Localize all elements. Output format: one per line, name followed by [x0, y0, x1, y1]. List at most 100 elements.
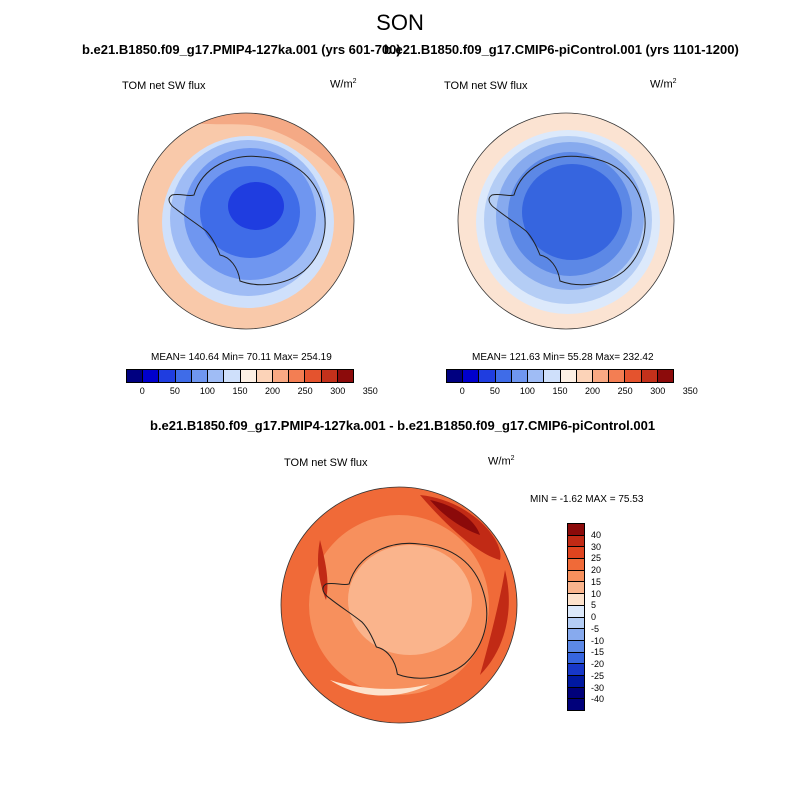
left-colorbar-swatch — [255, 370, 272, 382]
diff-colorbar-tick-label: -30 — [591, 682, 605, 693]
left-colorbar-swatch — [271, 370, 289, 382]
left-colorbar-tick-label: 300 — [330, 386, 346, 396]
right-colorbar-swatch — [543, 370, 560, 382]
diff-colorbar-swatch — [568, 581, 584, 594]
diff-colorbar-swatch — [568, 651, 584, 664]
diff-colorbar-swatch — [568, 639, 584, 652]
left-panel-subtitle: b.e21.B1850.f09_g17.PMIP4-127ka.001 (yrs… — [82, 42, 401, 57]
diff-colorbar-tick-label: -25 — [591, 670, 605, 681]
right-colorbar-tick-label: 200 — [585, 386, 601, 396]
right-colorbar-tick-label: 150 — [552, 386, 568, 396]
right-colorbar-swatch — [591, 370, 609, 382]
right-panel-stats: MEAN= 121.63 Min= 55.28 Max= 232.42 — [472, 352, 654, 363]
diff-colorbar-tick-label: -20 — [591, 659, 605, 669]
left-colorbar-tick-label: 150 — [232, 386, 248, 396]
right-colorbar-swatch — [462, 370, 479, 382]
diff-colorbar-tick-label: 30 — [591, 541, 602, 552]
diff-colorbar-swatch — [568, 593, 584, 605]
left-colorbar-tick-label: 0 — [139, 386, 145, 396]
left-colorbar-swatch — [304, 370, 321, 382]
left-polar-map — [138, 113, 354, 329]
left-colorbar-swatch — [190, 370, 208, 382]
diff-units-base: W/m — [488, 455, 511, 468]
right-colorbar-swatch — [494, 370, 511, 382]
diff-colorbar-tick-label: 15 — [591, 576, 602, 587]
diff-panel-variable-label: TOM net SW flux — [284, 457, 368, 469]
diff-colorbar-swatch — [568, 546, 584, 559]
diff-colorbar-swatch — [568, 558, 584, 570]
right-colorbar-swatch — [640, 370, 657, 382]
diff-colorbar-swatch — [568, 616, 584, 629]
diff-colorbar-tick-label: 20 — [591, 565, 602, 575]
diff-map-interior — [348, 545, 472, 655]
right-colorbar-swatch — [527, 370, 544, 382]
left-colorbar-swatch — [239, 370, 256, 382]
diff-map-hotspot-ne — [420, 495, 501, 560]
diff-map-hotspot-ne-core — [430, 500, 480, 535]
left-panel-stats: MEAN= 140.64 Min= 70.11 Max= 254.19 — [151, 352, 332, 363]
right-colorbar-swatch — [559, 370, 576, 382]
diff-polar-map — [281, 487, 517, 723]
right-map-border — [457, 112, 675, 330]
left-units-base: W/m — [330, 78, 353, 91]
left-colorbar-swatch — [142, 370, 159, 382]
diff-map-hotspot-e — [480, 570, 509, 675]
diff-colorbar-tick-label: -10 — [591, 635, 605, 646]
right-colorbar: 0 50 100 150 200 250 300 350 — [446, 369, 698, 396]
right-colorbar-swatch — [656, 370, 674, 382]
left-map-core — [228, 182, 284, 230]
diff-colorbar-tick-label: 5 — [591, 600, 597, 611]
diff-map-border — [280, 486, 518, 724]
diff-colorbar-swatch — [568, 628, 584, 640]
diff-colorbar-tick-label: 10 — [591, 588, 602, 599]
left-colorbar-tick-label: 250 — [297, 386, 313, 396]
right-map-core — [522, 164, 622, 260]
diff-colorbar-swatch — [568, 686, 584, 699]
left-colorbar-tick-label: 50 — [169, 386, 180, 396]
right-colorbar-swatch — [624, 370, 641, 382]
right-colorbar-swatch — [575, 370, 592, 382]
right-colorbar-tick-label: 300 — [650, 386, 666, 396]
right-colorbar-swatch — [478, 370, 495, 382]
left-map-border — [137, 112, 355, 330]
left-colorbar-tick-label: 100 — [199, 386, 215, 396]
diff-colorbar-swatch — [568, 674, 584, 687]
right-polar-map — [458, 113, 674, 329]
right-colorbar-tick-label: 100 — [519, 386, 535, 396]
diff-colorbar-swatch — [568, 604, 584, 617]
diff-colorbar-swatch — [568, 698, 584, 710]
left-colorbar-swatch — [158, 370, 175, 382]
diff-colorbar-tick-label: -5 — [591, 623, 600, 634]
right-panel-variable-label: TOM net SW flux — [444, 80, 528, 92]
right-colorbar-swatch — [608, 370, 625, 382]
left-colorbar: 0 50 100 150 200 250 300 350 — [126, 369, 378, 396]
left-colorbar-swatch — [174, 370, 191, 382]
right-colorbar-tick-label: 50 — [489, 386, 500, 396]
right-units-base: W/m — [650, 78, 673, 91]
diff-colorbar-swatch — [568, 569, 584, 582]
diff-units-exponent: 2 — [510, 455, 515, 462]
diff-panel-units: W/m2 — [488, 455, 515, 468]
diff-panel-stats: MIN = -1.62 MAX = 75.53 — [530, 494, 644, 505]
left-panel-units: W/m2 — [330, 78, 357, 91]
diff-map-cool-band — [330, 680, 430, 696]
diff-colorbar-tick-label: 40 — [591, 529, 602, 540]
left-colorbar-swatch — [320, 370, 337, 382]
diff-colorbar-tick-label: -15 — [591, 647, 605, 658]
left-colorbar-swatch — [207, 370, 224, 382]
diff-colorbar: 40 30 25 20 15 10 5 0 -5 -10 -15 -20 -25 -30 -40 — [567, 523, 604, 711]
right-colorbar-tick-label: 0 — [459, 386, 465, 396]
left-colorbar-swatch — [336, 370, 354, 382]
diff-colorbar-tick-label: 0 — [591, 612, 597, 622]
diff-colorbar-swatch — [568, 534, 584, 547]
left-colorbar-tick-label: 350 — [362, 386, 378, 396]
right-panel-subtitle: b.e21.B1850.f09_g17.CMIP6-piControl.001 … — [384, 42, 739, 57]
diff-colorbar-swatch — [568, 524, 584, 535]
left-colorbar-swatch — [127, 370, 143, 382]
figure-title: SON — [376, 10, 424, 35]
right-panel-units: W/m2 — [650, 78, 677, 91]
left-panel-variable-label: TOM net SW flux — [122, 80, 206, 92]
right-colorbar-swatch — [510, 370, 528, 382]
diff-colorbar-swatch — [568, 663, 584, 675]
